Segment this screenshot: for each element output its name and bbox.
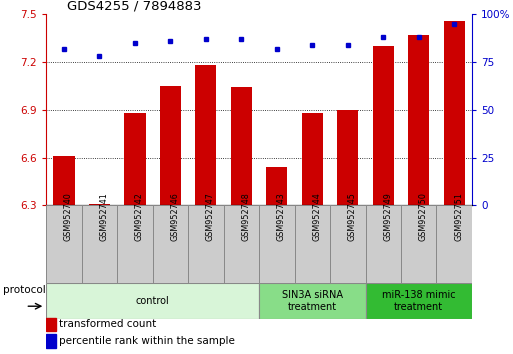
Text: control: control	[136, 296, 169, 306]
Bar	[124, 113, 146, 205]
Bar	[365, 283, 472, 319]
Bar	[266, 167, 287, 205]
Bar	[259, 283, 365, 319]
Bar	[401, 205, 437, 283]
Bar	[224, 205, 259, 283]
Bar	[408, 35, 429, 205]
Bar	[294, 205, 330, 283]
Bar	[195, 65, 216, 205]
Bar	[53, 156, 74, 205]
Text: GSM952744: GSM952744	[312, 193, 321, 241]
Text: miR-138 mimic
treatment: miR-138 mimic treatment	[382, 290, 456, 312]
Bar	[117, 205, 153, 283]
Text: GSM952747: GSM952747	[206, 193, 215, 241]
Bar	[46, 205, 82, 283]
Bar	[330, 205, 365, 283]
Bar	[82, 205, 117, 283]
Text: GDS4255 / 7894883: GDS4255 / 7894883	[68, 0, 202, 13]
Text: GSM952749: GSM952749	[383, 193, 392, 241]
Text: GSM952750: GSM952750	[419, 193, 428, 241]
Bar	[153, 205, 188, 283]
Text: percentile rank within the sample: percentile rank within the sample	[59, 336, 235, 346]
Bar	[188, 205, 224, 283]
Text: GSM952748: GSM952748	[241, 193, 250, 241]
Bar	[231, 87, 252, 205]
Bar	[444, 21, 465, 205]
Bar	[46, 283, 259, 319]
Text: protocol: protocol	[3, 285, 45, 295]
Bar	[160, 86, 181, 205]
Bar	[259, 205, 294, 283]
Text: GSM952742: GSM952742	[135, 193, 144, 241]
Text: transformed count: transformed count	[59, 319, 156, 329]
Text: GSM952740: GSM952740	[64, 193, 73, 241]
Text: GSM952743: GSM952743	[277, 193, 286, 241]
Text: GSM952745: GSM952745	[348, 193, 357, 241]
Text: GSM952751: GSM952751	[454, 193, 463, 241]
Bar	[46, 318, 56, 331]
Bar	[365, 205, 401, 283]
Text: SIN3A siRNA
treatment: SIN3A siRNA treatment	[282, 290, 343, 312]
Bar	[337, 110, 359, 205]
Bar	[437, 205, 472, 283]
Bar	[372, 46, 394, 205]
Bar	[302, 113, 323, 205]
Text: GSM952741: GSM952741	[100, 193, 108, 241]
Bar	[89, 204, 110, 205]
Bar	[46, 334, 56, 348]
Text: GSM952746: GSM952746	[170, 193, 180, 241]
